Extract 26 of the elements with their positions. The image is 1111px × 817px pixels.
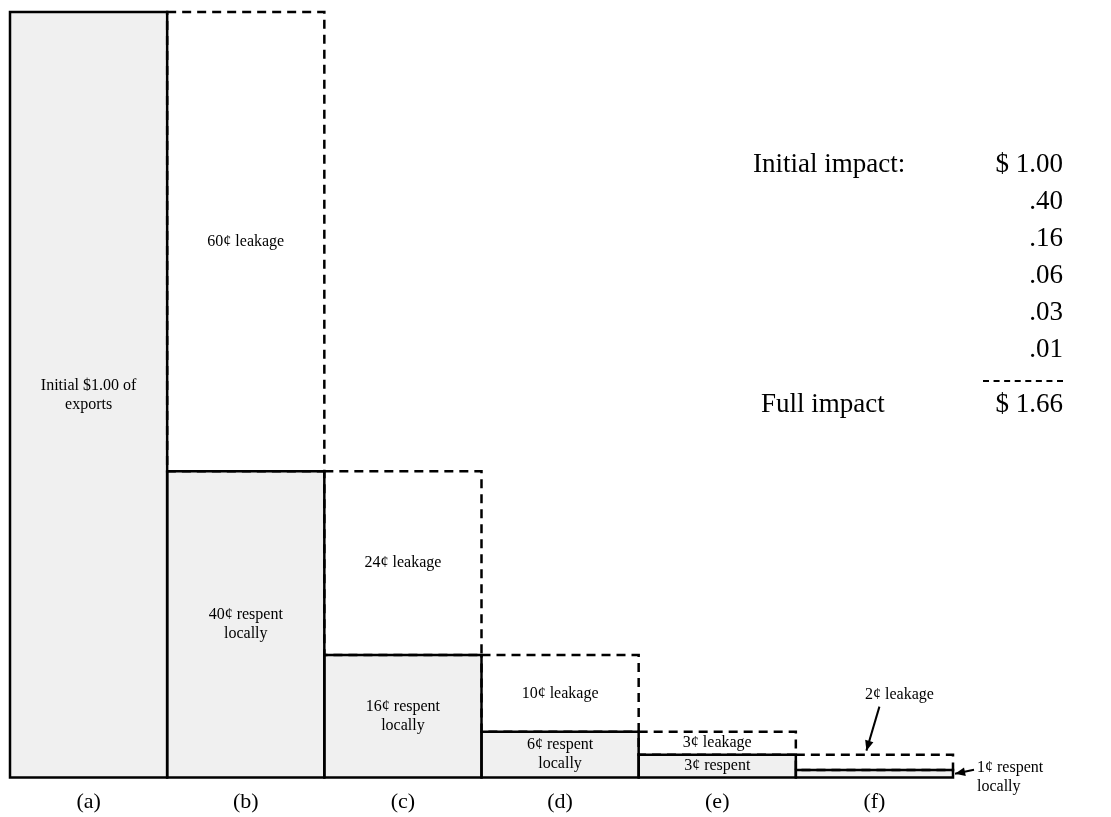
x-tick-label: (f) bbox=[863, 787, 886, 813]
x-tick-label: (b) bbox=[232, 787, 259, 813]
text: $ 1.00 bbox=[994, 148, 1063, 180]
data-label: 10¢ leakage bbox=[521, 683, 599, 702]
x-tick-label: (c) bbox=[390, 787, 416, 813]
text: .06 bbox=[1028, 259, 1063, 291]
data-label: 2¢ leakage bbox=[864, 684, 934, 703]
text: .16 bbox=[1028, 222, 1063, 254]
data-label: 40¢ respent locally bbox=[208, 605, 284, 643]
text: .40 bbox=[1028, 185, 1063, 217]
text: .03 bbox=[1028, 296, 1063, 328]
data-label: 3¢ leakage bbox=[682, 733, 752, 752]
annotation: Initial impact: bbox=[753, 148, 907, 180]
data-label: 3¢ respent bbox=[684, 756, 751, 775]
data-label: 60¢ leakage bbox=[207, 231, 285, 250]
data-label: 16¢ respent locally bbox=[365, 697, 441, 735]
x-tick-label: (a) bbox=[76, 787, 101, 813]
data-label: Initial $1.00 of exports bbox=[40, 375, 138, 413]
text: .01 bbox=[1028, 333, 1063, 365]
text: $ 1.66 bbox=[994, 388, 1063, 419]
annotation: Full impact bbox=[760, 388, 886, 419]
x-tick-label: (d) bbox=[547, 787, 573, 813]
x-tick-label: (e) bbox=[705, 787, 730, 813]
data-label: 6¢ respent locally bbox=[526, 735, 594, 773]
data-label: 1¢ respent locally bbox=[977, 757, 1044, 795]
data-label: 24¢ leakage bbox=[364, 553, 442, 572]
